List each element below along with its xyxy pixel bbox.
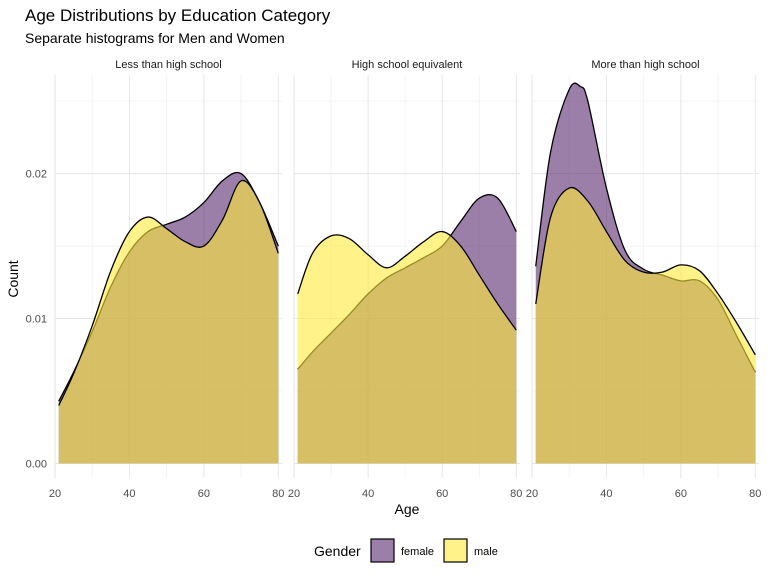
x-tick-label: 20 — [526, 488, 538, 500]
x-tick-label: 60 — [675, 488, 687, 500]
density-line-male — [297, 230, 517, 331]
legend-key-male — [443, 538, 468, 563]
y-tick-label: 0.02 — [26, 169, 47, 181]
facet-panel: High school equivalent 20 40 60 80 — [288, 59, 523, 500]
density-area-male — [58, 180, 279, 464]
y-axis: 0.00 0.01 0.02 — [26, 169, 47, 471]
density-line-male — [535, 186, 756, 356]
x-tick-label: 80 — [749, 488, 761, 500]
legend-key-female — [370, 538, 395, 563]
density-area-male — [297, 231, 517, 464]
x-tick-label: 40 — [600, 488, 612, 500]
density-area-male — [535, 187, 756, 464]
y-axis-title: Count — [5, 260, 21, 297]
legend-title: Gender — [314, 543, 361, 559]
x-tick-label: 80 — [272, 488, 284, 500]
x-tick-label: 20 — [288, 488, 300, 500]
facet-strip-label: Less than high school — [115, 59, 221, 71]
x-tick-label: 80 — [510, 488, 522, 500]
facet-strip-label: More than high school — [591, 59, 699, 71]
x-tick-label: 40 — [123, 488, 135, 500]
x-axis-title: Age — [395, 501, 420, 517]
y-tick-label: 0.00 — [26, 459, 47, 471]
legend: Gender female male — [314, 538, 498, 563]
chart-title: Age Distributions by Education Category — [25, 6, 331, 25]
facet-panel: Less than high school 20 40 60 80 — [49, 59, 285, 500]
x-tick-label: 40 — [362, 488, 374, 500]
legend-label-female: female — [401, 546, 434, 558]
y-tick-label: 0.01 — [26, 314, 47, 326]
facet-strip-label: High school equivalent — [352, 59, 463, 71]
x-tick-label: 20 — [49, 488, 61, 500]
chart-subtitle: Separate histograms for Men and Women — [25, 30, 285, 46]
facet-panel: More than high school 20 40 60 80 — [526, 59, 762, 500]
x-tick-label: 60 — [198, 488, 210, 500]
density-line-male — [58, 179, 279, 406]
legend-label-male: male — [474, 546, 498, 558]
x-tick-label: 60 — [436, 488, 448, 500]
